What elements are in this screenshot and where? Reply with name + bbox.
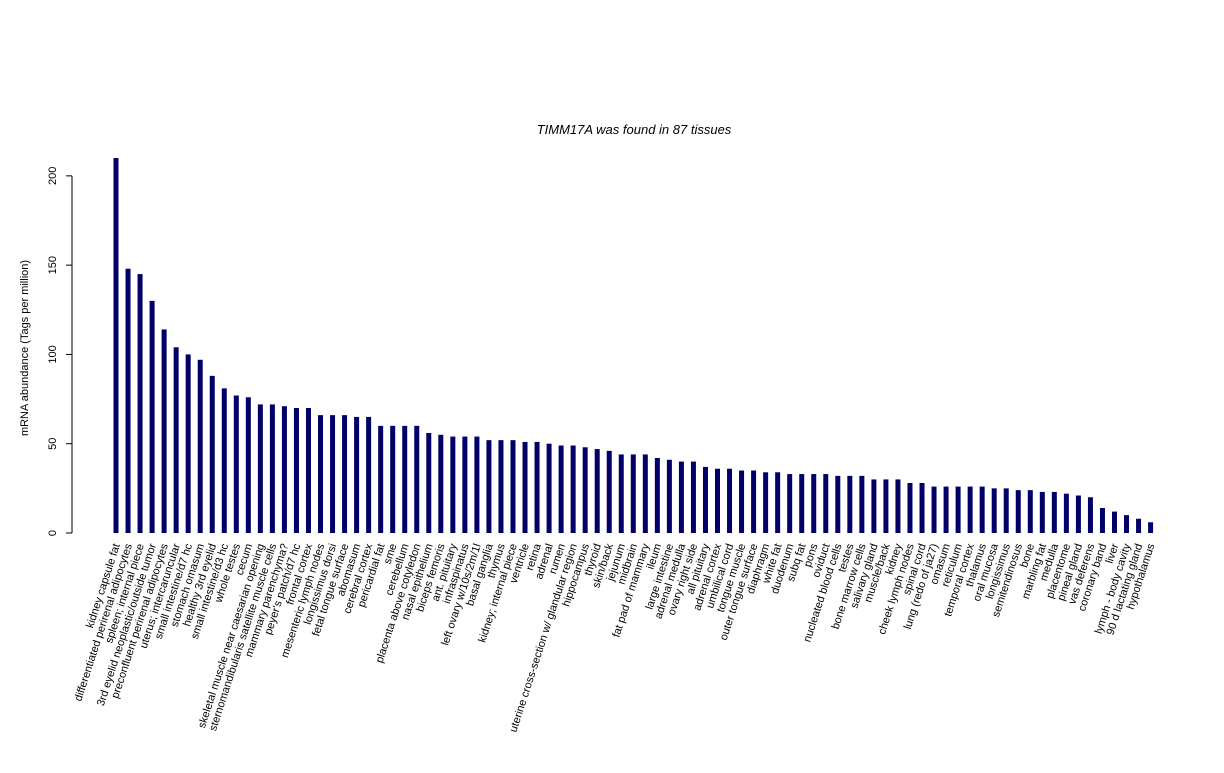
bar: [1099, 508, 1105, 533]
bar: [233, 395, 239, 533]
bar: [1015, 490, 1021, 533]
bar: [1051, 491, 1057, 533]
bar: [1003, 488, 1009, 533]
bar: [113, 158, 119, 533]
bar: [618, 454, 624, 533]
bar: [281, 406, 287, 533]
bar: [1124, 515, 1130, 533]
bar: [979, 486, 985, 533]
bar: [498, 440, 504, 533]
bar: [715, 468, 720, 533]
y-axis-label: mRNA abundance (Tags per million): [19, 260, 31, 436]
bar: [257, 404, 263, 533]
bar: [1136, 518, 1142, 533]
bar: [895, 479, 901, 533]
bar: [330, 415, 336, 533]
bar: [342, 415, 348, 533]
bar: [1027, 490, 1033, 533]
bar: [1039, 491, 1045, 533]
bar: [835, 475, 841, 533]
bar: [161, 329, 167, 533]
bar: [594, 449, 600, 533]
bar: [137, 274, 143, 533]
bar: [305, 408, 311, 533]
bar: [967, 486, 973, 533]
bar: [943, 486, 949, 533]
bar: [570, 445, 576, 533]
bar: [245, 397, 251, 533]
bar: [546, 443, 552, 533]
bar: [450, 436, 456, 533]
bar: [991, 488, 997, 533]
bar: [811, 474, 817, 533]
bar: [1148, 522, 1154, 533]
bar: [354, 416, 360, 533]
bar: [209, 375, 215, 533]
bar: [654, 458, 660, 533]
bar: [883, 479, 889, 533]
bar: [185, 354, 191, 533]
bar: [1111, 511, 1117, 533]
bar: [1063, 493, 1069, 533]
bar: [522, 441, 528, 533]
bar: [787, 474, 793, 533]
bar: [486, 440, 492, 533]
y-tick-label: 50: [47, 438, 59, 450]
bar: [739, 470, 745, 533]
bar: [931, 486, 937, 533]
bar: [678, 461, 684, 533]
bar: [955, 486, 961, 533]
bar: [1075, 495, 1081, 533]
bar: [558, 445, 564, 533]
bar: [269, 404, 275, 533]
bar: [702, 466, 708, 533]
bar: [438, 434, 444, 533]
bar: [642, 454, 648, 533]
bar: [799, 474, 805, 533]
bar: [125, 268, 131, 533]
bar: [666, 459, 672, 533]
bar: [847, 475, 853, 533]
bar: [221, 388, 227, 533]
bar: [763, 472, 769, 533]
bar: [919, 483, 925, 533]
bar: [606, 450, 612, 533]
bar: [859, 475, 865, 533]
bar: [390, 425, 396, 533]
chart-title: TIMM17A was found in 87 tissues: [537, 122, 732, 137]
bar: [690, 461, 696, 533]
bar: [751, 470, 757, 533]
bar: [510, 440, 516, 533]
y-tick-label: 200: [47, 167, 59, 185]
bar: [173, 347, 179, 533]
y-tick-label: 0: [47, 530, 59, 536]
bar: [1087, 497, 1093, 533]
y-tick-label: 100: [47, 345, 59, 363]
bar: [727, 468, 733, 533]
bar: [414, 425, 420, 533]
bar: [823, 474, 829, 533]
y-tick-label: 150: [47, 256, 59, 274]
bar: [197, 359, 203, 533]
bar: [318, 415, 324, 533]
bar: [462, 436, 468, 533]
bar: [871, 479, 877, 533]
bar: [426, 433, 432, 533]
bar: [474, 436, 480, 533]
bar: [534, 441, 540, 533]
bar: [378, 425, 384, 533]
bar: [402, 425, 408, 533]
bar: [630, 454, 636, 533]
bar: [775, 472, 781, 533]
bar: [293, 408, 299, 533]
bar: [366, 416, 372, 533]
bar: [149, 300, 155, 533]
bar: [907, 483, 913, 533]
bar: [582, 447, 588, 533]
